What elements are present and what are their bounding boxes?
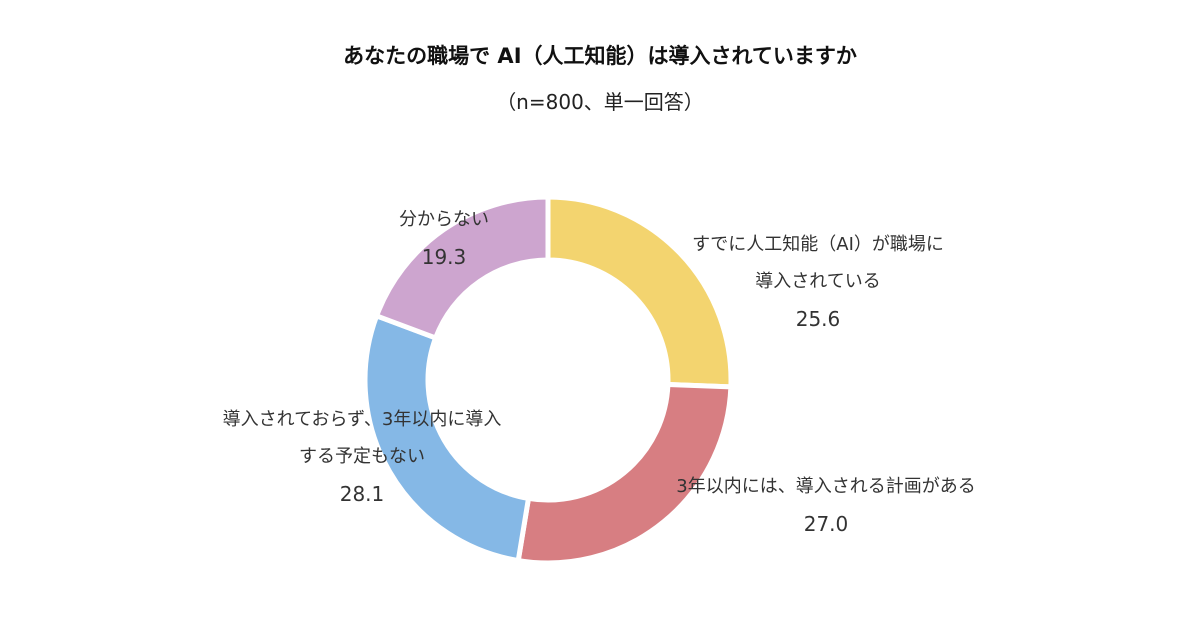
chart-title: あなたの職場で AI（人工知能）は導入されていますか	[343, 44, 857, 68]
slice-label: すでに人工知能（AI）が職場に	[692, 234, 944, 255]
donut-slices	[362, 194, 734, 566]
slice-label: 導入されている	[755, 271, 880, 292]
slice-unknown	[373, 194, 551, 342]
chart-subtitle: （n=800、単一回答）	[496, 90, 704, 114]
slice-label: 分からない	[399, 209, 489, 230]
slice-plan-within-3-years	[515, 381, 734, 566]
slice-label: 3年以内には、導入される計画がある	[676, 476, 975, 497]
slice-value-label: 19.3	[422, 245, 467, 269]
slice-value-label: 27.0	[804, 512, 849, 536]
slice-value-label: 28.1	[340, 482, 385, 506]
slice-value-label: 25.6	[796, 307, 841, 331]
slice-label: 導入されておらず、3年以内に導入	[223, 409, 502, 430]
slice-no-plan	[362, 312, 532, 564]
slice-label: する予定もない	[299, 446, 425, 467]
slice-already-introduced	[545, 194, 734, 390]
